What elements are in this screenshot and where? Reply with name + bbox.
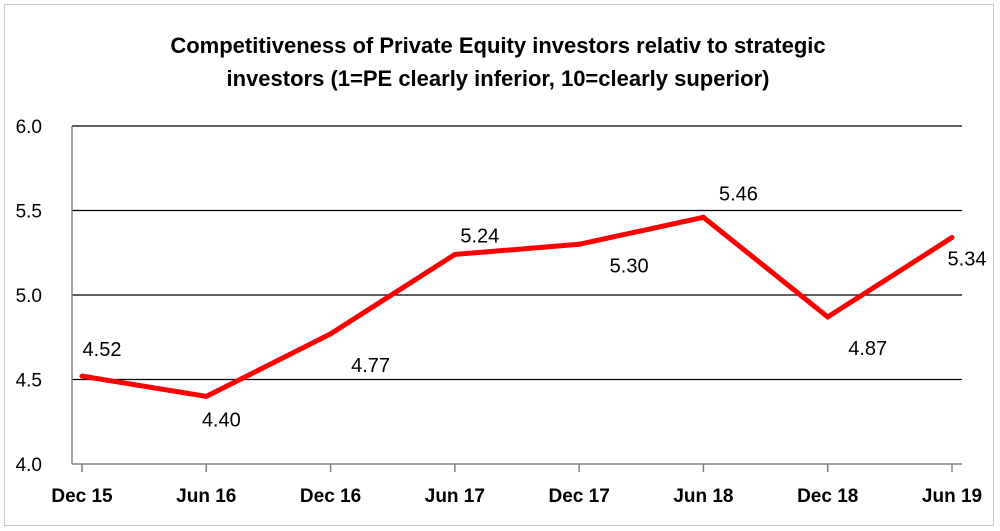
chart-frame xyxy=(4,4,994,526)
data-point xyxy=(825,314,831,320)
data-label: 5.34 xyxy=(948,249,987,271)
data-point xyxy=(949,235,955,241)
data-point xyxy=(700,214,706,220)
x-tick-label: Dec 18 xyxy=(797,486,858,507)
y-tick-label: 5.0 xyxy=(16,286,42,307)
y-tick-label: 4.0 xyxy=(16,455,42,476)
y-tick-label: 6.0 xyxy=(16,117,42,138)
x-tick-label: Dec 17 xyxy=(549,486,610,507)
data-label: 5.30 xyxy=(610,255,649,277)
y-tick-label: 5.5 xyxy=(16,202,42,223)
x-tick-label: Jun 19 xyxy=(922,486,982,507)
data-point xyxy=(203,393,209,399)
data-label: 5.24 xyxy=(460,225,499,247)
data-label: 5.46 xyxy=(719,183,758,205)
y-tick-label: 4.5 xyxy=(16,371,42,392)
data-label: 4.87 xyxy=(848,338,887,360)
x-tick-label: Jun 16 xyxy=(176,486,236,507)
x-tick-label: Jun 17 xyxy=(425,486,485,507)
chart-title-line-2: investors (1=PE clearly inferior, 10=cle… xyxy=(227,66,770,91)
x-tick-label: Dec 15 xyxy=(51,486,113,507)
data-label: 4.52 xyxy=(83,339,122,361)
data-label: 4.40 xyxy=(202,409,241,431)
data-point xyxy=(576,241,582,247)
data-point xyxy=(79,373,85,379)
data-point xyxy=(328,331,334,337)
data-point xyxy=(452,251,458,257)
x-tick-label: Dec 16 xyxy=(300,486,361,507)
chart-title-line-1: Competitiveness of Private Equity invest… xyxy=(170,33,825,58)
series-line xyxy=(81,214,954,399)
data-label: 4.77 xyxy=(351,355,390,377)
x-tick-label: Jun 18 xyxy=(673,486,733,507)
